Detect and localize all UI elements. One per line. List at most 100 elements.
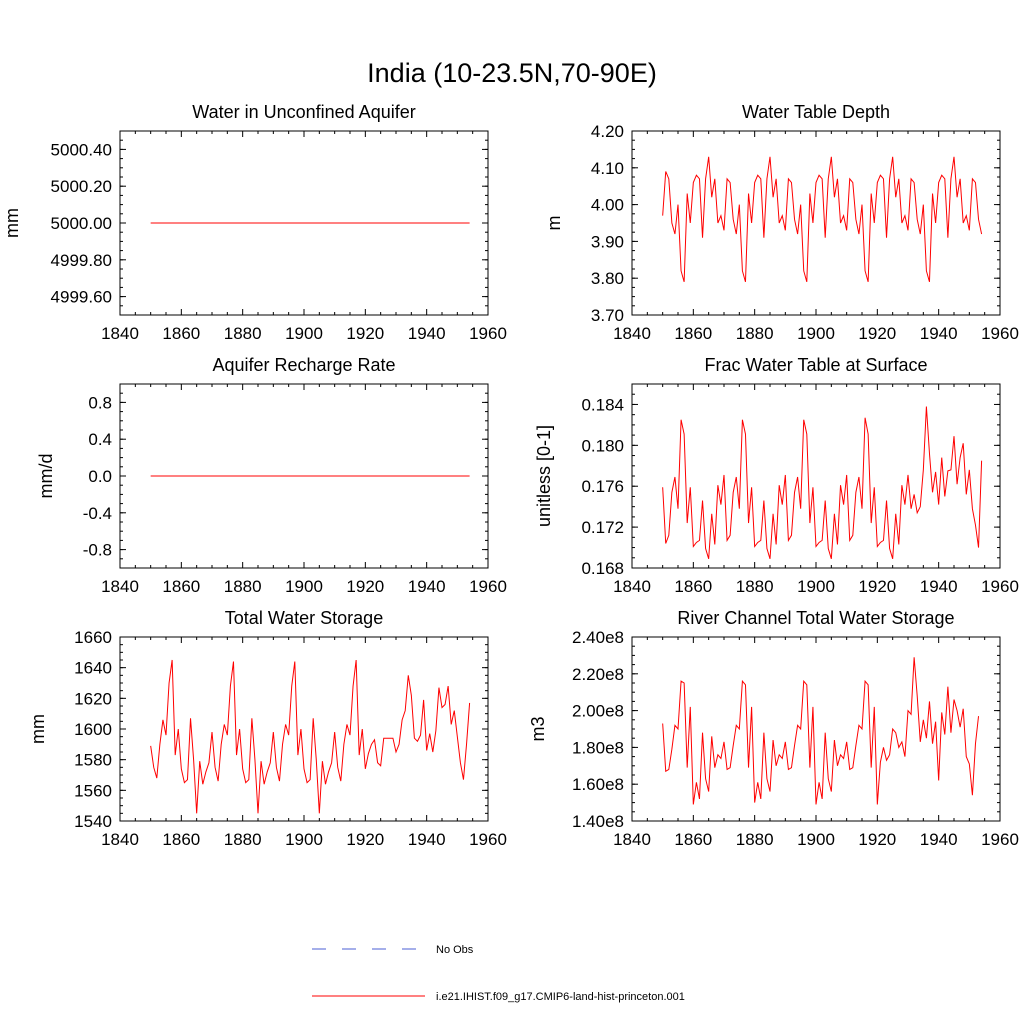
- y-axis-label: mm: [2, 208, 22, 238]
- y-tick-label: -0.8: [83, 541, 112, 560]
- y-axis-label: m: [544, 216, 564, 231]
- y-tick-label: 1.60e8: [572, 775, 624, 794]
- x-tick-label: 1960: [469, 324, 507, 343]
- x-tick-label: 1900: [797, 577, 835, 596]
- panel-3: Aquifer Recharge Rate mm/d 1840 1860 1880 190…: [36, 355, 507, 596]
- legend-label-no-obs: No Obs: [436, 944, 474, 956]
- y-tick-label: 1.80e8: [572, 738, 624, 757]
- panel-title: Frac Water Table at Surface: [704, 355, 927, 375]
- figure-title: India (10-23.5N,70-90E): [367, 58, 657, 88]
- panel-title: Aquifer Recharge Rate: [212, 355, 395, 375]
- x-tick-label: 1840: [101, 830, 139, 849]
- panel-title: Water in Unconfined Aquifer: [192, 102, 415, 122]
- panel-5: Total Water Storage mm 1840 1860 1880 1900 192…: [28, 608, 507, 849]
- y-tick-label: 1620: [74, 689, 112, 708]
- x-tick-label: 1880: [736, 577, 774, 596]
- x-tick-label: 1940: [408, 830, 446, 849]
- plot-frame: [119, 636, 489, 822]
- x-tick-label: 1840: [613, 830, 651, 849]
- y-tick-label: 4.20: [591, 122, 624, 141]
- x-tick-label: 1900: [285, 577, 323, 596]
- x-tick-label: 1900: [797, 830, 835, 849]
- x-tick-label: 1840: [101, 324, 139, 343]
- y-tick-label: 4.10: [591, 159, 624, 178]
- series-line-1: [662, 406, 983, 559]
- x-tick-label: 1960: [469, 830, 507, 849]
- y-tick-label: 1580: [74, 751, 112, 770]
- y-tick-label: 1660: [74, 628, 112, 647]
- x-tick-label: 1920: [346, 324, 384, 343]
- x-tick-label: 1840: [613, 577, 651, 596]
- x-tick-label: 1920: [858, 830, 896, 849]
- y-tick-label: 0.168: [581, 559, 624, 578]
- y-tick-label: 1640: [74, 659, 112, 678]
- y-axis-label: unitless [0-1]: [534, 425, 554, 527]
- x-tick-label: 1960: [469, 577, 507, 596]
- panels: Water in Unconfined Aquifer mm 1840 1860 188…: [2, 102, 1019, 849]
- x-tick-label: 1960: [981, 830, 1019, 849]
- x-tick-label: 1860: [162, 324, 200, 343]
- y-tick-label: 0.0: [88, 467, 112, 486]
- x-tick-label: 1940: [920, 830, 958, 849]
- y-tick-label: 4999.60: [51, 288, 112, 307]
- y-tick-label: 3.80: [591, 269, 624, 288]
- x-tick-label: 1900: [797, 324, 835, 343]
- panel-2: Water Table Depth m 1840 1860 1880 1900 1920 19…: [544, 102, 1019, 343]
- x-tick-label: 1900: [285, 324, 323, 343]
- x-tick-label: 1920: [858, 577, 896, 596]
- x-tick-label: 1840: [101, 577, 139, 596]
- y-tick-label: 5000.00: [51, 214, 112, 233]
- x-tick-label: 1840: [613, 324, 651, 343]
- y-tick-label: 2.20e8: [572, 665, 624, 684]
- y-tick-label: -0.4: [83, 504, 112, 523]
- plot-frame: [631, 130, 1001, 316]
- x-tick-label: 1940: [408, 577, 446, 596]
- y-axis-label: m3: [528, 716, 548, 741]
- panel-1: Water in Unconfined Aquifer mm 1840 1860 188…: [2, 102, 507, 343]
- y-tick-label: 0.8: [88, 393, 112, 412]
- series-line-1: [662, 657, 980, 805]
- x-tick-label: 1920: [858, 324, 896, 343]
- y-tick-label: 4999.80: [51, 251, 112, 270]
- y-tick-label: 0.176: [581, 477, 624, 496]
- x-tick-label: 1860: [162, 830, 200, 849]
- x-tick-label: 1940: [920, 577, 958, 596]
- x-tick-label: 1880: [224, 577, 262, 596]
- y-tick-label: 0.184: [581, 395, 624, 414]
- series-line-1: [150, 659, 471, 814]
- x-tick-label: 1960: [981, 324, 1019, 343]
- y-tick-label: 4.00: [591, 196, 624, 215]
- legend: No Obs i.e21.IHIST.f09_g17.CMIP6-land-hi…: [312, 944, 685, 1003]
- x-tick-label: 1920: [346, 577, 384, 596]
- y-tick-label: 2.00e8: [572, 702, 624, 721]
- x-tick-label: 1880: [224, 830, 262, 849]
- series-line-1: [662, 156, 983, 283]
- panel-title: River Channel Total Water Storage: [677, 608, 954, 628]
- y-tick-label: 0.180: [581, 436, 624, 455]
- y-tick-label: 0.4: [88, 430, 112, 449]
- y-axis-label: mm/d: [36, 454, 56, 499]
- y-axis-label: mm: [28, 714, 48, 744]
- panel-title: Water Table Depth: [742, 102, 890, 122]
- y-tick-label: 2.40e8: [572, 628, 624, 647]
- y-tick-label: 3.70: [591, 306, 624, 325]
- y-tick-label: 5000.20: [51, 177, 112, 196]
- x-tick-label: 1900: [285, 830, 323, 849]
- y-tick-label: 1.40e8: [572, 812, 624, 831]
- x-tick-label: 1860: [674, 577, 712, 596]
- x-tick-label: 1960: [981, 577, 1019, 596]
- x-tick-label: 1940: [408, 324, 446, 343]
- y-tick-label: 1600: [74, 720, 112, 739]
- legend-label-model: i.e21.IHIST.f09_g17.CMIP6-land-hist-prin…: [436, 991, 685, 1003]
- y-tick-label: 1560: [74, 781, 112, 800]
- x-tick-label: 1860: [674, 324, 712, 343]
- x-tick-label: 1880: [736, 830, 774, 849]
- x-tick-label: 1920: [346, 830, 384, 849]
- y-tick-label: 0.172: [581, 518, 624, 537]
- panel-title: Total Water Storage: [225, 608, 383, 628]
- x-tick-label: 1880: [224, 324, 262, 343]
- y-tick-label: 5000.40: [51, 140, 112, 159]
